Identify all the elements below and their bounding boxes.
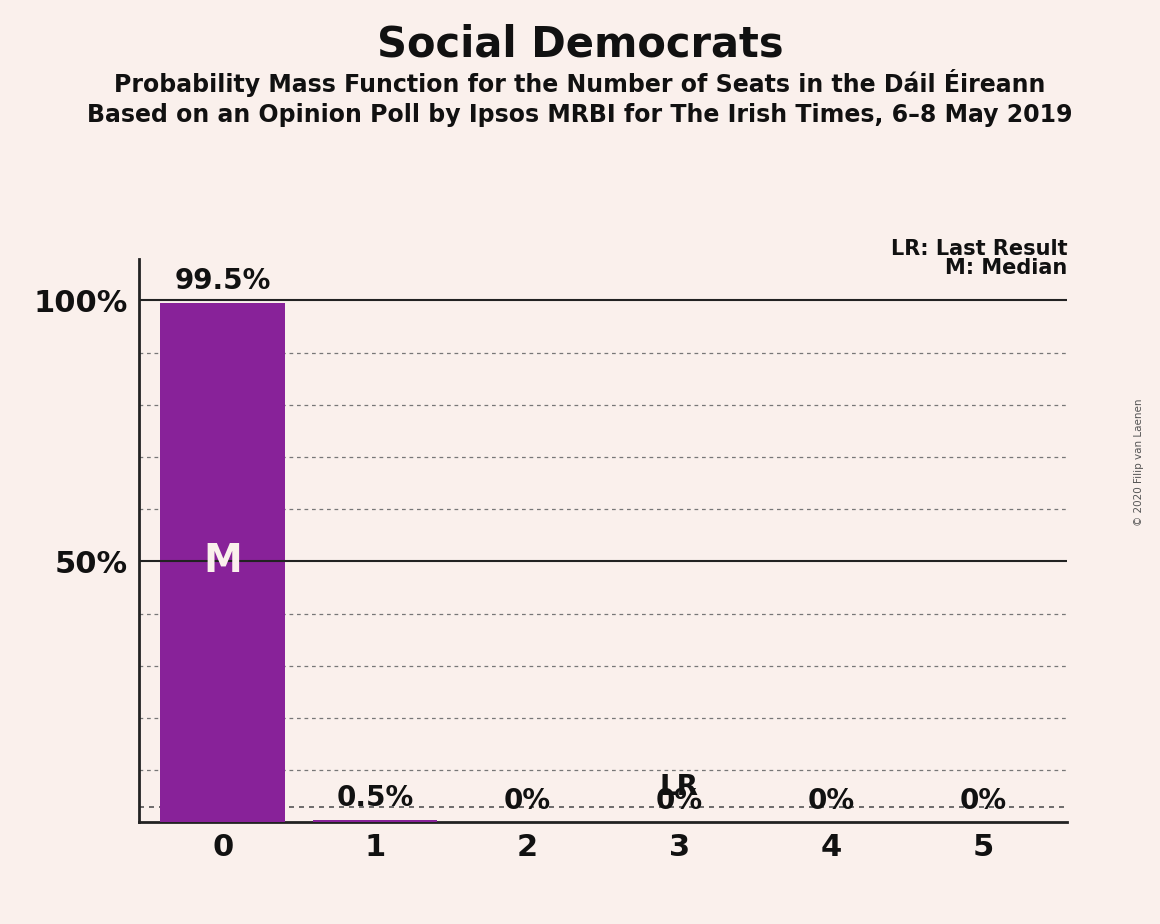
Text: Based on an Opinion Poll by Ipsos MRBI for The Irish Times, 6–8 May 2019: Based on an Opinion Poll by Ipsos MRBI f… (87, 103, 1073, 128)
Text: M: Median: M: Median (945, 259, 1067, 278)
Text: LR: Last Result: LR: Last Result (891, 238, 1067, 259)
Text: 0.5%: 0.5% (336, 784, 414, 812)
Text: M: M (203, 542, 242, 580)
Text: 0%: 0% (960, 786, 1007, 815)
Text: Probability Mass Function for the Number of Seats in the Dáil Éireann: Probability Mass Function for the Number… (115, 69, 1045, 97)
Text: LR: LR (660, 773, 698, 801)
Text: 0%: 0% (503, 786, 551, 815)
Text: Social Democrats: Social Democrats (377, 23, 783, 65)
Bar (160, 303, 285, 822)
Text: 0%: 0% (655, 786, 703, 815)
Text: © 2020 Filip van Laenen: © 2020 Filip van Laenen (1134, 398, 1144, 526)
Bar (313, 820, 437, 822)
Text: 0%: 0% (807, 786, 855, 815)
Text: 99.5%: 99.5% (175, 267, 271, 296)
